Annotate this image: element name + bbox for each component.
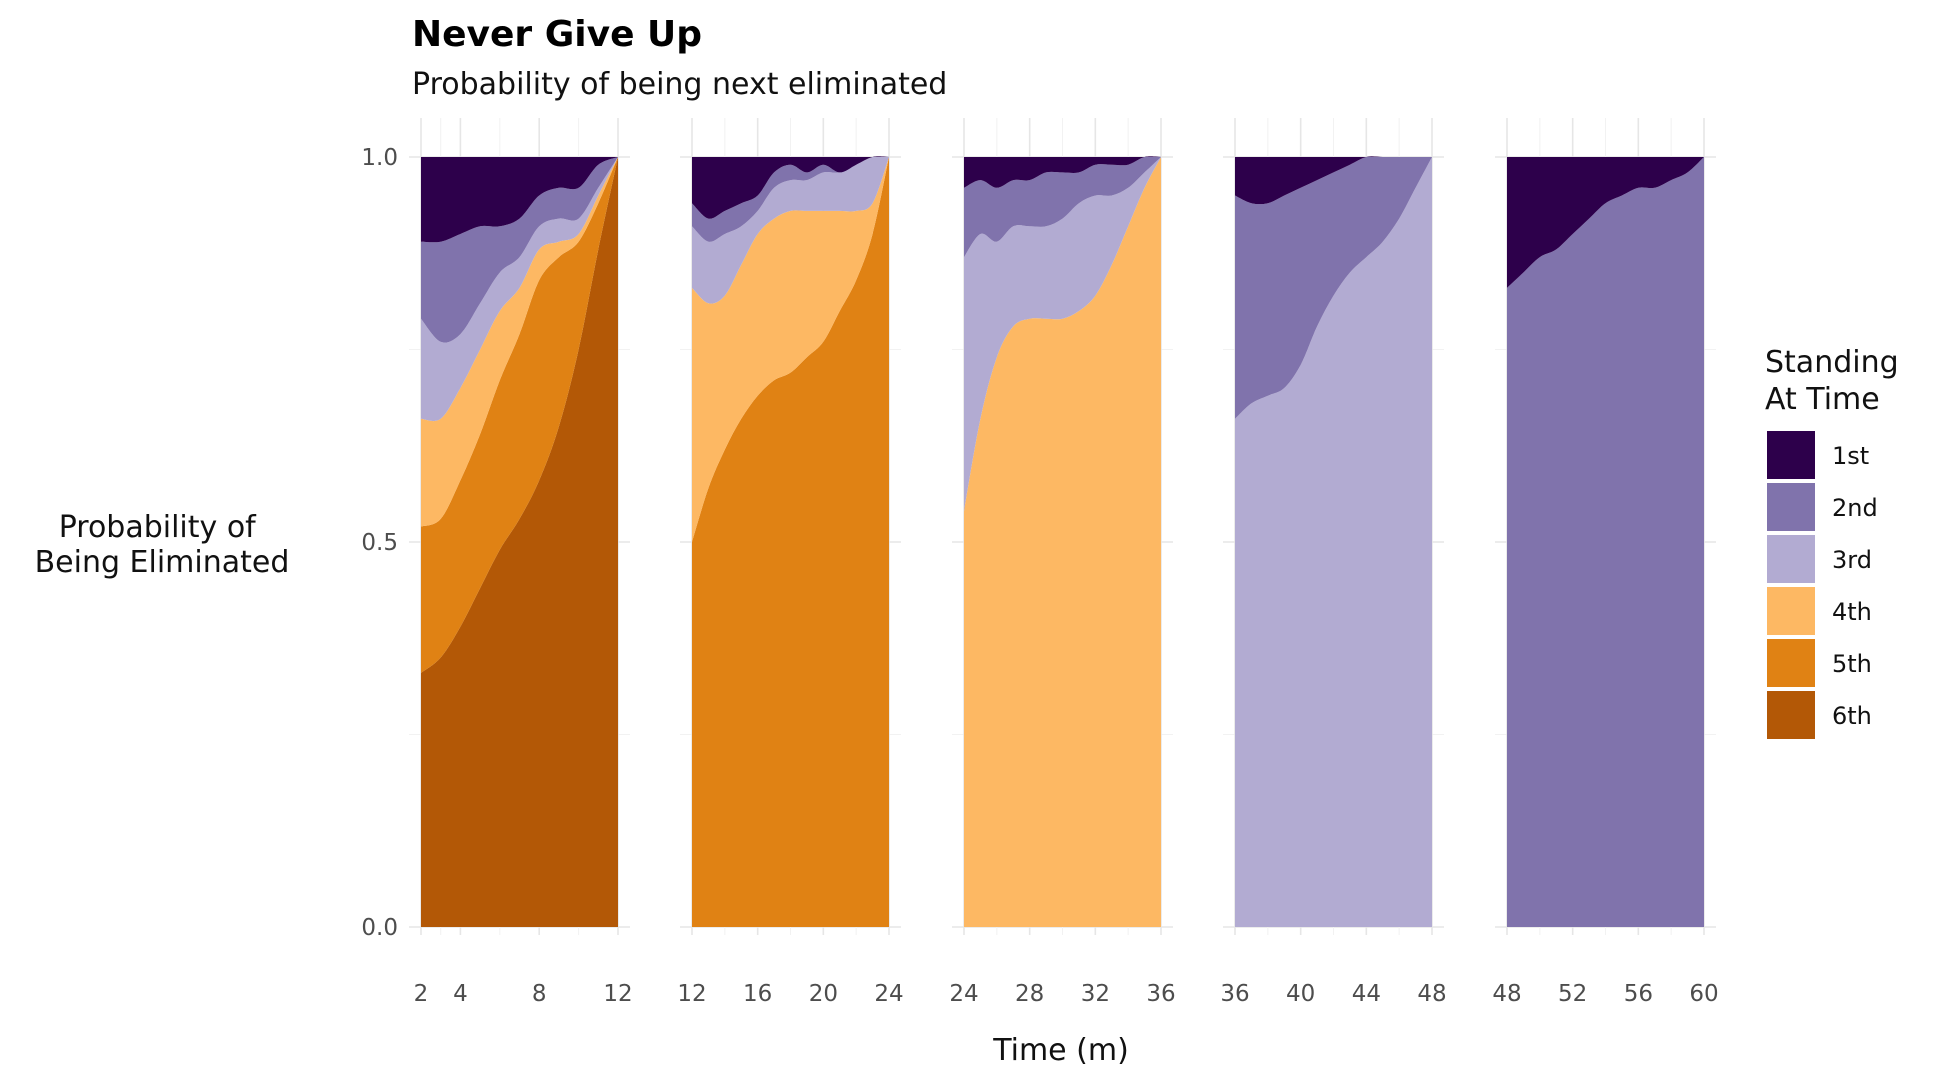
legend-swatch-1st bbox=[1767, 431, 1815, 479]
area-3rd-panel-3 bbox=[964, 157, 1161, 512]
area-4th-panel-2 bbox=[692, 157, 889, 542]
area-2nd-panel-1 bbox=[421, 157, 618, 343]
x-tick-label: 32 bbox=[1081, 981, 1110, 1007]
x-tick-label: 12 bbox=[603, 981, 632, 1007]
x-tick-label: 36 bbox=[1220, 981, 1249, 1007]
x-tick-label: 52 bbox=[1558, 981, 1587, 1007]
legend-label-6th: 6th bbox=[1832, 702, 1872, 730]
area-2nd-panel-4 bbox=[1235, 156, 1432, 419]
area-layer bbox=[421, 156, 1704, 927]
y-tick-label: 0.5 bbox=[361, 530, 398, 556]
x-tick-label: 12 bbox=[677, 981, 706, 1007]
area-3rd-panel-1 bbox=[421, 157, 618, 422]
area-1st-panel-4 bbox=[1235, 156, 1432, 205]
area-1st-panel-1 bbox=[421, 157, 618, 243]
y-axis-label: Probability of Being Eliminated bbox=[35, 510, 290, 580]
x-tick-label: 28 bbox=[1015, 981, 1044, 1007]
x-tick-label: 4 bbox=[453, 981, 468, 1007]
x-tick-label: 48 bbox=[1492, 981, 1521, 1007]
legend-label-1st: 1st bbox=[1832, 442, 1869, 470]
area-5th-panel-2 bbox=[692, 157, 889, 927]
legend: Standing At Time 1st 2nd 3rd 4th 5th 6th bbox=[1765, 345, 1908, 739]
x-tick-label: 60 bbox=[1689, 981, 1718, 1007]
legend-items: 1st 2nd 3rd 4th 5th 6th bbox=[1767, 431, 1878, 739]
legend-title: Standing At Time bbox=[1765, 345, 1908, 417]
area-1st-panel-3 bbox=[964, 156, 1161, 188]
legend-swatch-2nd bbox=[1767, 483, 1815, 531]
legend-swatch-5th bbox=[1767, 639, 1815, 687]
y-axis-label-line-1: Probability of bbox=[59, 510, 257, 545]
legend-swatch-6th bbox=[1767, 691, 1815, 739]
area-3rd-panel-2 bbox=[692, 156, 889, 304]
legend-title-line-1: Standing bbox=[1765, 345, 1899, 380]
area-2nd-panel-3 bbox=[964, 156, 1161, 258]
chart-subtitle: Probability of being next eliminated bbox=[412, 67, 947, 102]
area-6th-panel-1 bbox=[421, 157, 618, 927]
legend-swatch-3rd bbox=[1767, 535, 1815, 583]
legend-label-5th: 5th bbox=[1832, 650, 1872, 678]
x-tick-label: 48 bbox=[1417, 981, 1446, 1007]
x-tick-label: 16 bbox=[743, 981, 772, 1007]
chart-title: Never Give Up bbox=[412, 14, 702, 55]
x-tick-label: 20 bbox=[809, 981, 838, 1007]
area-2nd-panel-2 bbox=[692, 156, 889, 242]
area-2nd-panel-5 bbox=[1507, 157, 1704, 927]
area-1st-panel-5 bbox=[1507, 157, 1704, 288]
area-3rd-panel-4 bbox=[1235, 157, 1432, 927]
x-tick-label: 36 bbox=[1146, 981, 1175, 1007]
x-tick-label: 8 bbox=[532, 981, 547, 1007]
x-tick-label: 40 bbox=[1286, 981, 1315, 1007]
x-tick-label: 24 bbox=[949, 981, 978, 1007]
legend-label-4th: 4th bbox=[1832, 598, 1872, 626]
legend-label-2nd: 2nd bbox=[1832, 494, 1878, 522]
y-tick-label: 0.0 bbox=[361, 915, 398, 941]
x-tick-label: 24 bbox=[874, 981, 903, 1007]
legend-label-3rd: 3rd bbox=[1832, 546, 1872, 574]
x-axis-label: Time (m) bbox=[992, 1033, 1129, 1068]
x-tick-label: 44 bbox=[1352, 981, 1381, 1007]
x-tick-label: 56 bbox=[1624, 981, 1653, 1007]
area-1st-panel-2 bbox=[692, 156, 889, 219]
area-4th-panel-3 bbox=[964, 157, 1161, 927]
x-tick-label: 2 bbox=[414, 981, 429, 1007]
area-4th-panel-1 bbox=[421, 157, 618, 527]
tick-layer: 2 4 8 12 12 16 20 24 24 28 32 36 36 40 44 48 48 52 56 600.0… bbox=[361, 145, 1718, 1007]
area-5th-panel-1 bbox=[421, 157, 618, 673]
legend-title-line-2: At Time bbox=[1765, 382, 1880, 417]
y-axis-label-line-2: Being Eliminated bbox=[35, 545, 290, 580]
legend-swatch-4th bbox=[1767, 587, 1815, 635]
y-tick-label: 1.0 bbox=[361, 145, 398, 171]
